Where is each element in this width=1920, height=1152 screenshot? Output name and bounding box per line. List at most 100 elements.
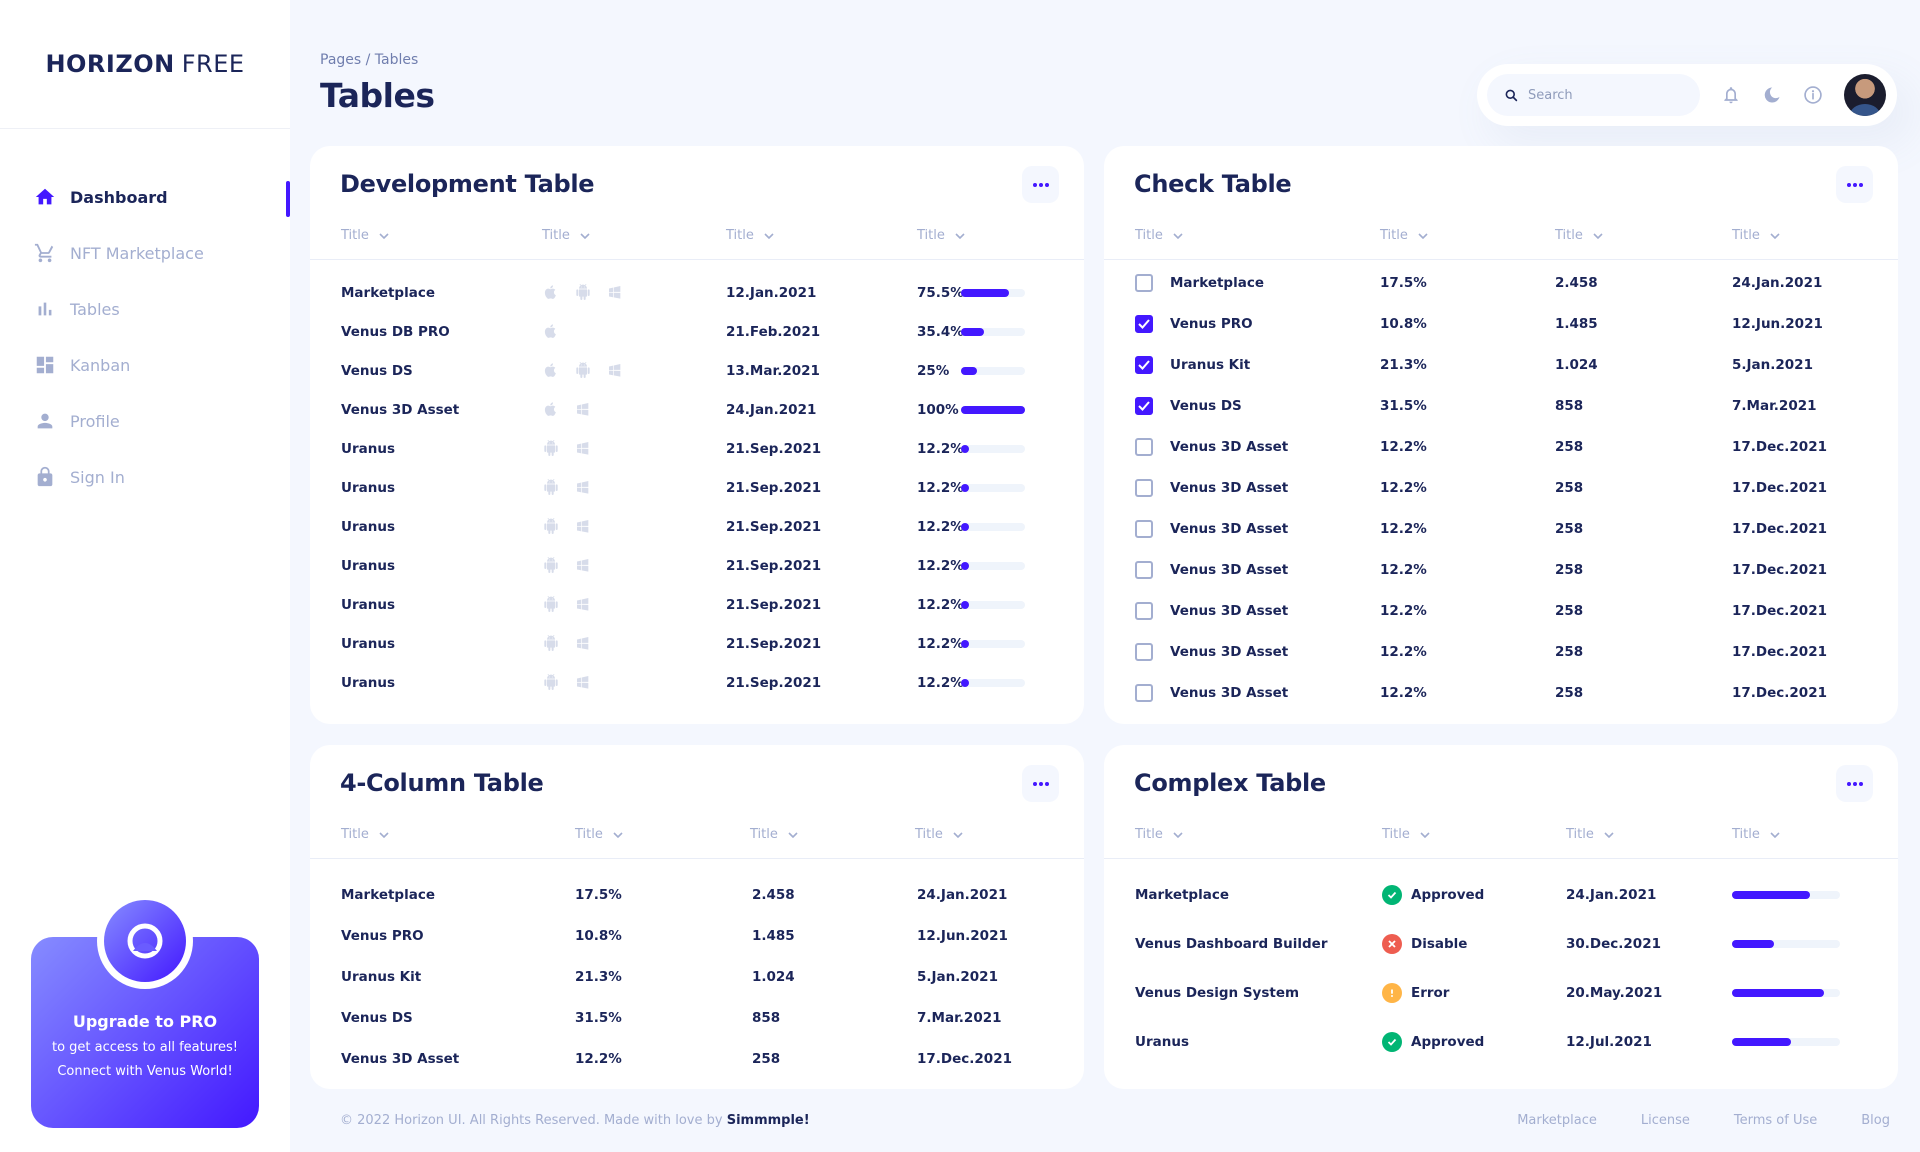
column-header-progress[interactable]: Title	[575, 827, 623, 842]
row-checkbox[interactable]	[1135, 561, 1153, 579]
column-header-name[interactable]: Title	[341, 228, 389, 243]
more-options-button[interactable]	[1836, 765, 1873, 802]
sidebar-item-tables[interactable]: Tables	[0, 281, 290, 337]
breadcrumb[interactable]: Pages / Tables	[320, 52, 419, 68]
column-header-name[interactable]: Title	[1135, 827, 1183, 842]
column-header-date[interactable]: Title	[1732, 228, 1780, 243]
table-row[interactable]: Uranus 21.Sep.2021 12.2%	[310, 595, 1084, 615]
column-header-tech[interactable]: Title	[542, 228, 590, 243]
table-row[interactable]: Uranus 21.Sep.2021 12.2%	[310, 556, 1084, 576]
row-quantity: 2.458	[1555, 275, 1598, 291]
table-row[interactable]: Uranus 21.Sep.2021 12.2%	[310, 634, 1084, 654]
row-checkbox[interactable]	[1135, 520, 1153, 538]
table-row[interactable]: Venus Design System Error 20.May.2021	[1104, 983, 1898, 1003]
row-quantity: 258	[1555, 562, 1584, 578]
column-header-date[interactable]: Title	[915, 827, 963, 842]
row-checkbox[interactable]	[1135, 602, 1153, 620]
user-avatar[interactable]	[1844, 74, 1886, 116]
table-row[interactable]: Venus DB PRO 21.Feb.2021 35.4%	[310, 322, 1084, 342]
column-header-date[interactable]: Title	[726, 228, 774, 243]
row-checkbox[interactable]	[1135, 315, 1153, 333]
row-checkbox[interactable]	[1135, 356, 1153, 374]
table-row[interactable]: Marketplace Approved 24.Jan.2021	[1104, 885, 1898, 905]
sidebar-item-kanban[interactable]: Kanban	[0, 337, 290, 393]
sidebar-item-dashboard[interactable]: Dashboard	[0, 169, 290, 225]
table-row[interactable]: Venus DS 31.5% 858 7.Mar.2021	[310, 1008, 1084, 1028]
table-row[interactable]: Marketplace 17.5% 2.458 24.Jan.2021	[1104, 273, 1898, 293]
footer-link-terms[interactable]: Terms of Use	[1733, 1113, 1818, 1128]
table-row[interactable]: Venus PRO 10.8% 1.485 12.Jun.2021	[1104, 314, 1898, 334]
table-row[interactable]: Venus Dashboard Builder Disable 30.Dec.2…	[1104, 934, 1898, 954]
chevron-down-icon	[1173, 232, 1183, 239]
row-name: Uranus	[341, 675, 395, 691]
table-row[interactable]: Venus 3D Asset 12.2% 258 17.Dec.2021	[1104, 437, 1898, 457]
sidebar-item-profile[interactable]: Profile	[0, 393, 290, 449]
apple-icon	[542, 322, 560, 340]
column-header-quantity[interactable]: Title	[1555, 228, 1603, 243]
column-header-progress[interactable]: Title	[1380, 228, 1428, 243]
column-header-name[interactable]: Title	[1135, 228, 1183, 243]
table-row[interactable]: Venus 3D Asset 12.2% 258 17.Dec.2021	[310, 1049, 1084, 1069]
table-row[interactable]: Venus PRO 10.8% 1.485 12.Jun.2021	[310, 926, 1084, 946]
footer-link-blog[interactable]: Blog	[1861, 1113, 1890, 1128]
table-row[interactable]: Venus DS 13.Mar.2021 25%	[310, 361, 1084, 381]
row-checkbox[interactable]	[1135, 274, 1153, 292]
column-header-status[interactable]: Title	[1382, 827, 1430, 842]
column-header-date[interactable]: Title	[1566, 827, 1614, 842]
table-row[interactable]: Marketplace 17.5% 2.458 24.Jan.2021	[310, 885, 1084, 905]
row-checkbox[interactable]	[1135, 479, 1153, 497]
row-name: Venus 3D Asset	[1170, 521, 1289, 537]
column-header-progress[interactable]: Title	[1732, 827, 1780, 842]
row-name: Venus DS	[341, 1010, 413, 1026]
chevron-down-icon	[1593, 232, 1603, 239]
table-row[interactable]: Marketplace 12.Jan.2021 75.5%	[310, 283, 1084, 303]
search-input[interactable]	[1528, 87, 1688, 103]
android-icon	[542, 634, 560, 652]
row-checkbox[interactable]	[1135, 643, 1153, 661]
row-checkbox[interactable]	[1135, 684, 1153, 702]
column-header-quantity[interactable]: Title	[750, 827, 798, 842]
row-name: Venus DS	[341, 363, 413, 379]
row-progress-value: 12.2%	[1380, 521, 1427, 537]
more-options-button[interactable]	[1022, 166, 1059, 203]
column-header-progress[interactable]: Title	[917, 228, 965, 243]
table-row[interactable]: Uranus 21.Sep.2021 12.2%	[310, 517, 1084, 537]
table-row[interactable]: Venus 3D Asset 12.2% 258 17.Dec.2021	[1104, 478, 1898, 498]
chevron-down-icon	[1420, 831, 1430, 838]
table-row[interactable]: Venus 3D Asset 12.2% 258 17.Dec.2021	[1104, 683, 1898, 703]
four-column-table-card: 4-Column Table Title Title Title Title M…	[310, 745, 1084, 1089]
dark-mode-moon-icon[interactable]	[1761, 84, 1783, 106]
upgrade-pro-card[interactable]: Upgrade to PRO to get access to all feat…	[31, 893, 259, 1128]
table-row[interactable]: Uranus 21.Sep.2021 12.2%	[310, 478, 1084, 498]
more-options-button[interactable]	[1836, 166, 1873, 203]
notification-bell-icon[interactable]	[1720, 84, 1742, 106]
table-row[interactable]: Venus 3D Asset 12.2% 258 17.Dec.2021	[1104, 642, 1898, 662]
table-row[interactable]: Venus 3D Asset 12.2% 258 17.Dec.2021	[1104, 601, 1898, 621]
more-dots-icon	[1032, 781, 1049, 786]
table-row[interactable]: Venus 3D Asset 24.Jan.2021 100%	[310, 400, 1084, 420]
chevron-down-icon	[1770, 232, 1780, 239]
table-row[interactable]: Venus 3D Asset 12.2% 258 17.Dec.2021	[1104, 519, 1898, 539]
sidebar-item-nft-marketplace[interactable]: NFT Marketplace	[0, 225, 290, 281]
table-row[interactable]: Venus DS 31.5% 858 7.Mar.2021	[1104, 396, 1898, 416]
table-row[interactable]: Uranus Kit 21.3% 1.024 5.Jan.2021	[310, 967, 1084, 987]
table-row[interactable]: Uranus Approved 12.Jul.2021	[1104, 1032, 1898, 1052]
table-row[interactable]: Uranus Kit 21.3% 1.024 5.Jan.2021	[1104, 355, 1898, 375]
table-row[interactable]: Uranus 21.Sep.2021 12.2%	[310, 673, 1084, 693]
footer-link-marketplace[interactable]: Marketplace	[1517, 1113, 1597, 1128]
brand-name-light: FREE	[181, 50, 245, 78]
table-row[interactable]: Venus 3D Asset 12.2% 258 17.Dec.2021	[1104, 560, 1898, 580]
brand-logo[interactable]: HORIZON FREE	[0, 0, 290, 129]
column-header-name[interactable]: Title	[341, 827, 389, 842]
row-checkbox[interactable]	[1135, 438, 1153, 456]
sidebar-item-sign-in[interactable]: Sign In	[0, 449, 290, 505]
search-box[interactable]	[1487, 74, 1700, 116]
info-icon[interactable]	[1802, 84, 1824, 106]
more-dots-icon	[1846, 781, 1863, 786]
more-options-button[interactable]	[1022, 765, 1059, 802]
row-name: Venus 3D Asset	[1170, 644, 1289, 660]
row-checkbox[interactable]	[1135, 397, 1153, 415]
footer-author-link[interactable]: Simmmple!	[726, 1113, 810, 1128]
footer-link-license[interactable]: License	[1640, 1113, 1690, 1128]
table-row[interactable]: Uranus 21.Sep.2021 12.2%	[310, 439, 1084, 459]
